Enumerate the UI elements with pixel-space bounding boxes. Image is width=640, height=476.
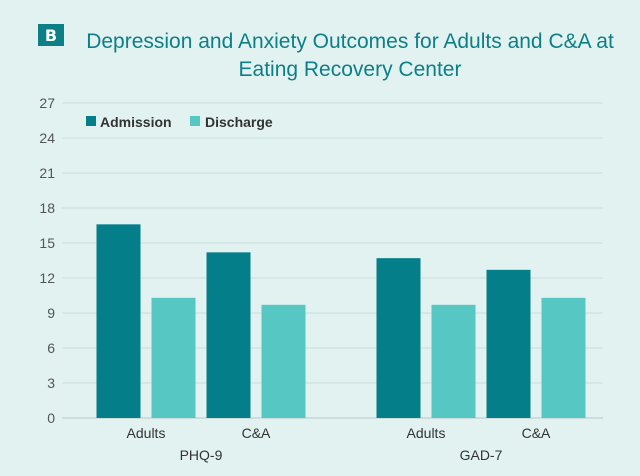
bar-admission-0 [96,224,141,418]
y-tick-label: 21 [39,165,55,181]
bar-discharge-1 [261,304,306,418]
legend-label-admission: Admission [100,114,172,130]
chart-title: Depression and Anxiety Outcomes for Adul… [80,28,620,84]
x-category-label: Adults [127,425,166,441]
bar-discharge-2 [431,304,476,418]
legend-label-discharge: Discharge [205,114,273,130]
bar-discharge-0 [151,297,196,418]
bars [96,224,586,418]
x-group-label: PHQ-9 [180,447,223,463]
x-category-label: C&A [242,425,271,441]
x-axis-labels: Adults C&A PHQ-9 Adults C&A GAD-7 [127,425,552,463]
bar-discharge-3 [541,297,586,418]
bar-admission-1 [206,252,251,418]
x-category-label: C&A [522,425,551,441]
legend-swatch-discharge [190,116,200,126]
legend: Admission Discharge [86,114,273,130]
chart-title-line-2: Eating Recovery Center [238,58,462,81]
y-tick-label: 12 [39,270,55,286]
y-tick-label: 18 [39,200,55,216]
y-axis-ticks: 0 3 6 9 12 15 18 21 24 27 [39,95,55,426]
y-tick-label: 0 [47,410,55,426]
y-tick-label: 24 [39,130,55,146]
y-tick-label: 15 [39,235,55,251]
y-tick-label: 3 [47,375,55,391]
y-tick-label: 9 [47,305,55,321]
bar-admission-2 [376,258,421,418]
chart-title-line-1: Depression and Anxiety Outcomes for Adul… [86,30,614,53]
x-group-label: GAD-7 [460,447,503,463]
legend-swatch-admission [86,116,96,126]
panel-label-badge: B [38,24,64,46]
bar-admission-3 [486,269,531,418]
x-category-label: Adults [407,425,446,441]
y-tick-label: 27 [39,95,55,111]
y-tick-label: 6 [47,340,55,356]
